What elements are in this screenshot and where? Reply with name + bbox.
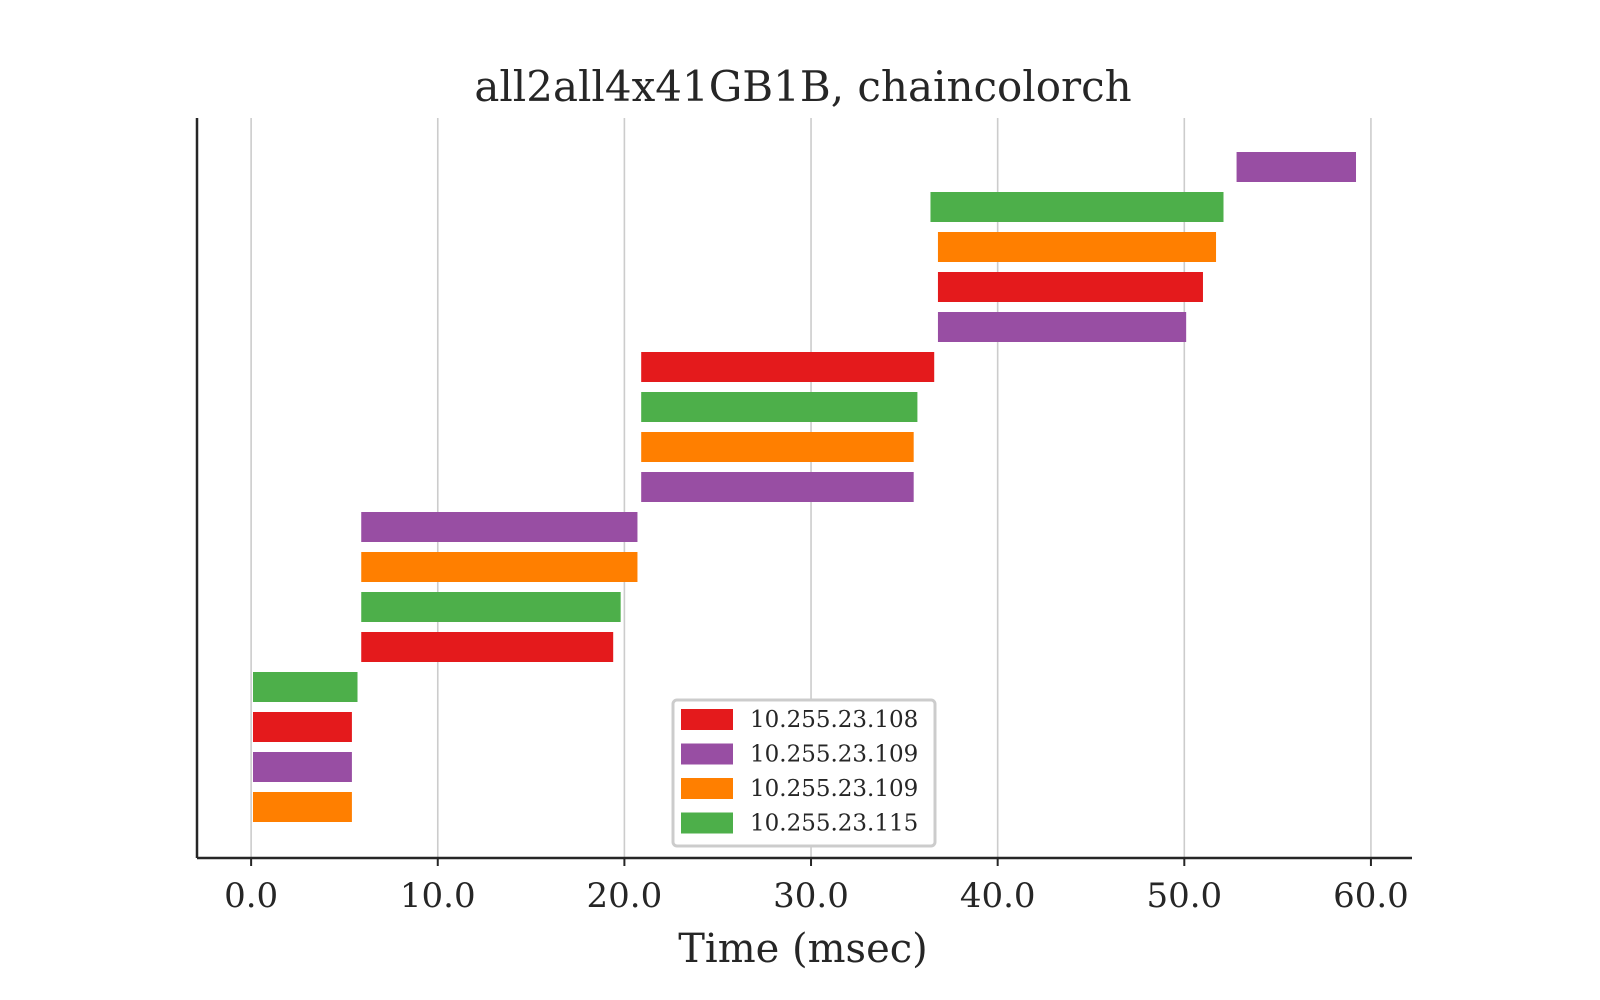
bar-12 (937, 312, 1187, 342)
x-tick-label-6: 60.0 (1333, 876, 1409, 916)
legend-swatch-0 (681, 709, 733, 730)
bar-14 (937, 232, 1217, 262)
legend-label-0: 10.255.23.108 (750, 707, 918, 733)
x-tick-label-4: 40.0 (960, 876, 1036, 916)
bar-1 (252, 752, 352, 782)
bar-3 (252, 672, 358, 702)
axes (195, 118, 1412, 866)
bar-2 (252, 712, 352, 742)
x-tick-label-5: 50.0 (1146, 876, 1222, 916)
bar-11 (641, 352, 935, 382)
x-tick-label-3: 30.0 (773, 876, 849, 916)
legend: 10.255.23.108 10.255.23.109 10.255.23.109 1… (671, 698, 937, 848)
bar-0 (252, 792, 352, 822)
legend-label-1: 10.255.23.109 (750, 742, 918, 768)
bar-9 (641, 432, 914, 462)
legend-label-2: 10.255.23.109 (750, 776, 918, 802)
x-tick-label-0: 0.0 (224, 876, 278, 916)
legend-swatch-3 (681, 812, 733, 834)
legend-box (671, 698, 937, 848)
x-axis-label: Time (msec) (678, 926, 928, 972)
bar-6 (361, 552, 638, 582)
bar-10 (641, 392, 918, 422)
bar-13 (937, 272, 1203, 302)
x-tick-label-2: 20.0 (587, 876, 663, 916)
bar-16 (1236, 152, 1357, 182)
chart-title: all2all4x41GB1B, chaincolorch (474, 62, 1131, 111)
bar-4 (361, 632, 614, 662)
bars (252, 152, 1357, 822)
legend-swatch-1 (681, 743, 733, 765)
legend-swatch-2 (681, 778, 733, 799)
bar-8 (641, 472, 914, 502)
legend-label-3: 10.255.23.115 (750, 811, 918, 837)
x-tick-label-1: 10.0 (400, 876, 476, 916)
bar-15 (930, 192, 1224, 222)
bar-5 (361, 592, 621, 622)
bar-7 (361, 512, 638, 542)
x-tick-labels: 0.0 10.0 20.0 30.0 40.0 50.0 60.0 (224, 876, 1409, 916)
